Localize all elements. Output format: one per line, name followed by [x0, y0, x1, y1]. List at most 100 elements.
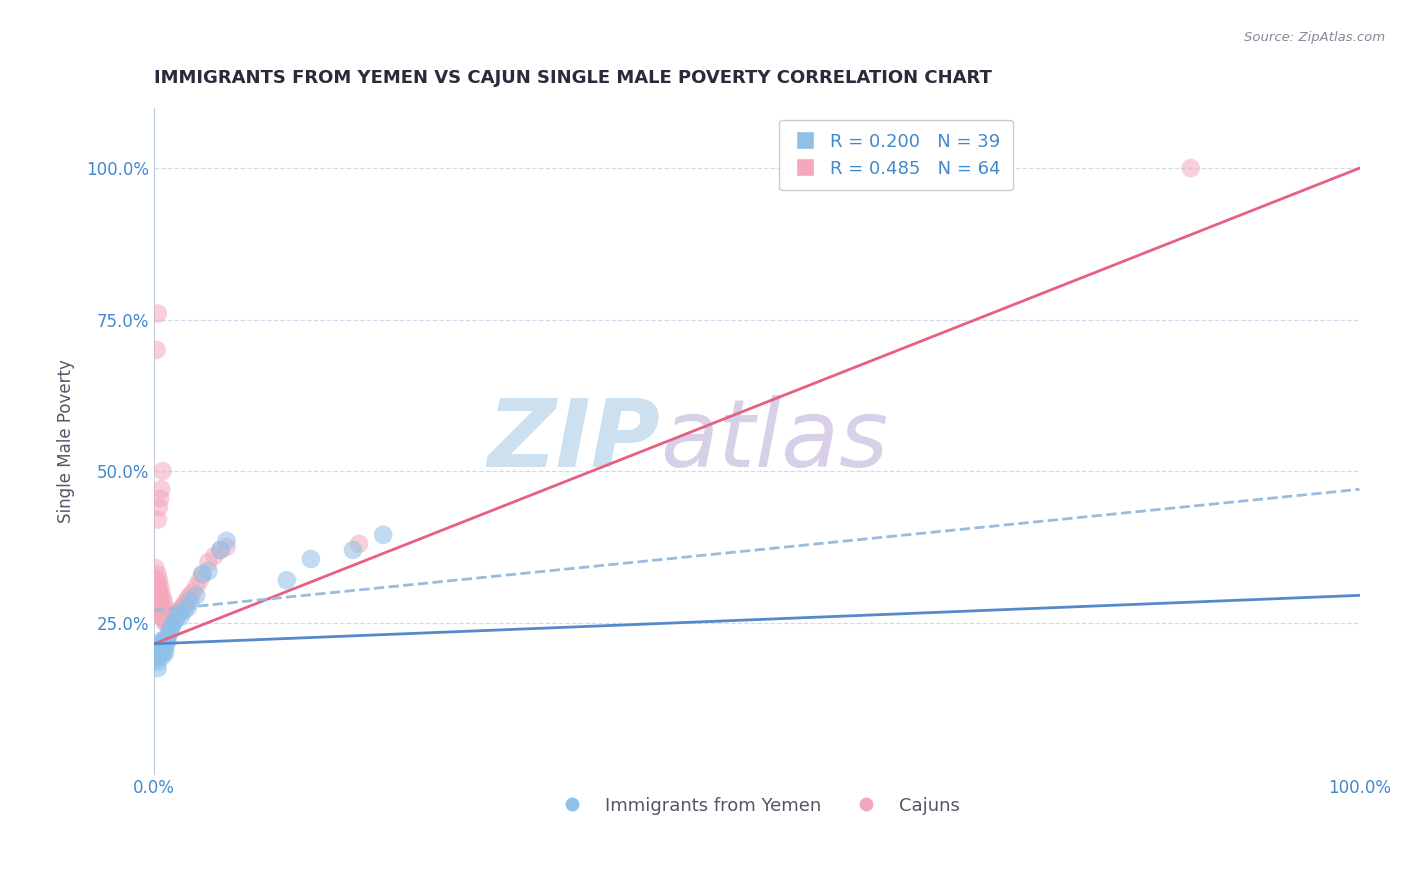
Point [157, 628, 180, 642]
Point [160, 609, 183, 624]
Point [152, 600, 174, 615]
Point [215, 540, 238, 554]
Point [149, 643, 172, 657]
Point [148, 598, 170, 612]
Point [146, 591, 169, 606]
Text: atlas: atlas [661, 395, 889, 486]
Point [173, 598, 195, 612]
Point [145, 585, 167, 599]
Point [143, 561, 166, 575]
Point [148, 573, 170, 587]
Point [146, 307, 169, 321]
Legend: Immigrants from Yemen, Cajuns: Immigrants from Yemen, Cajuns [547, 789, 967, 822]
Point [159, 613, 181, 627]
Point [163, 607, 186, 621]
Point [179, 594, 201, 608]
Point [152, 591, 174, 606]
Point [167, 607, 190, 621]
Point [176, 594, 198, 608]
Point [160, 618, 183, 632]
Point [155, 637, 177, 651]
Point [204, 549, 226, 563]
Point [150, 633, 173, 648]
Point [155, 631, 177, 645]
Point [169, 609, 191, 624]
Text: ZIP: ZIP [488, 395, 661, 487]
Point [152, 613, 174, 627]
Point [169, 603, 191, 617]
Point [188, 573, 211, 587]
Point [181, 585, 204, 599]
Point [149, 491, 172, 506]
Point [209, 542, 232, 557]
Point [146, 661, 169, 675]
Point [157, 607, 180, 621]
Point [165, 609, 187, 624]
Point [146, 513, 169, 527]
Point [152, 609, 174, 624]
Point [167, 607, 190, 621]
Point [162, 609, 184, 624]
Point [156, 603, 179, 617]
Point [155, 615, 177, 630]
Point [174, 598, 197, 612]
Point [169, 603, 191, 617]
Point [149, 579, 172, 593]
Point [153, 643, 176, 657]
Point [177, 591, 200, 606]
Point [347, 537, 370, 551]
Point [145, 343, 167, 357]
Point [150, 609, 173, 624]
Point [342, 542, 364, 557]
Point [160, 613, 183, 627]
Point [153, 646, 176, 660]
Point [186, 588, 208, 602]
Point [172, 600, 194, 615]
Point [170, 600, 193, 615]
Point [152, 603, 174, 617]
Y-axis label: Single Male Poverty: Single Male Poverty [58, 359, 75, 523]
Point [148, 500, 170, 515]
Point [156, 633, 179, 648]
Point [152, 637, 174, 651]
Text: IMMIGRANTS FROM YEMEN VS CAJUN SINGLE MALE POVERTY CORRELATION CHART: IMMIGRANTS FROM YEMEN VS CAJUN SINGLE MA… [155, 69, 993, 87]
Point [157, 615, 180, 630]
Point [149, 603, 172, 617]
Point [146, 567, 169, 582]
Point [149, 591, 172, 606]
Text: Source: ZipAtlas.com: Source: ZipAtlas.com [1244, 31, 1385, 45]
Point [209, 542, 232, 557]
Point [149, 637, 172, 651]
Point [179, 588, 201, 602]
Point [1180, 161, 1202, 175]
Point [152, 633, 174, 648]
Point [373, 528, 395, 542]
Point [143, 652, 166, 666]
Point [191, 567, 214, 582]
Point [299, 552, 322, 566]
Point [165, 613, 187, 627]
Point [215, 533, 238, 548]
Point [197, 564, 219, 578]
Point [152, 594, 174, 608]
Point [276, 573, 298, 587]
Point [197, 555, 219, 569]
Point [159, 624, 181, 639]
Point [148, 585, 170, 599]
Point [155, 607, 177, 621]
Point [148, 640, 170, 654]
Point [148, 648, 170, 663]
Point [166, 607, 188, 621]
Point [146, 579, 169, 593]
Point [186, 579, 208, 593]
Point [150, 598, 173, 612]
Point [156, 613, 179, 627]
Point [152, 640, 174, 654]
Point [143, 579, 166, 593]
Point [152, 648, 174, 663]
Point [150, 646, 173, 660]
Point [173, 603, 195, 617]
Point [177, 600, 200, 615]
Point [150, 585, 173, 599]
Point [191, 567, 214, 582]
